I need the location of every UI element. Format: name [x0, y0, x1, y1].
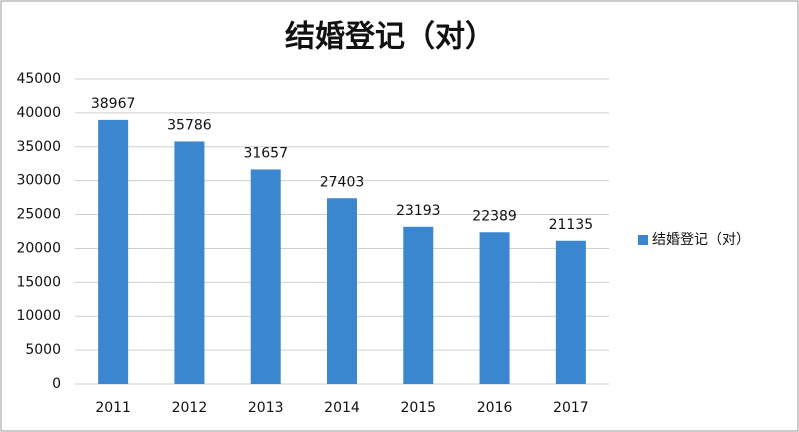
y-tick-label: 35000: [16, 139, 61, 155]
bar: [174, 141, 205, 384]
bar: [327, 198, 357, 384]
x-tick-label: 2017: [553, 400, 589, 416]
y-tick-label: 20000: [16, 240, 61, 256]
data-label: 35786: [167, 117, 212, 133]
data-label: 31657: [243, 145, 288, 161]
y-tick-label: 40000: [16, 105, 61, 121]
y-tick-label: 45000: [16, 71, 61, 87]
data-label: 27403: [320, 174, 365, 190]
y-tick-label: 15000: [16, 274, 61, 290]
bar: [479, 232, 510, 384]
data-label: 23193: [396, 203, 441, 219]
bar: [98, 119, 129, 385]
chart-title: 结婚登记（对）: [285, 20, 495, 55]
data-label: 38967: [91, 96, 136, 112]
x-tick-label: 2015: [400, 400, 436, 416]
y-tick-label: 30000: [16, 173, 61, 189]
x-tick-label: 2011: [95, 400, 131, 416]
bar: [250, 169, 281, 384]
x-tick-label: 2012: [172, 400, 208, 416]
y-tick-label: 5000: [25, 342, 61, 358]
y-tick-label: 0: [52, 376, 61, 392]
bar: [403, 226, 434, 384]
legend-label: 结婚登记（对）: [652, 232, 750, 248]
bar: [555, 240, 586, 384]
x-tick-label: 2013: [248, 400, 284, 416]
legend-swatch: [638, 235, 648, 245]
data-label: 21135: [549, 217, 594, 233]
y-tick-label: 10000: [16, 308, 61, 324]
data-label: 22389: [472, 208, 517, 224]
x-tick-label: 2016: [477, 400, 513, 416]
y-tick-label: 25000: [16, 207, 61, 223]
x-tick-label: 2014: [324, 400, 360, 416]
